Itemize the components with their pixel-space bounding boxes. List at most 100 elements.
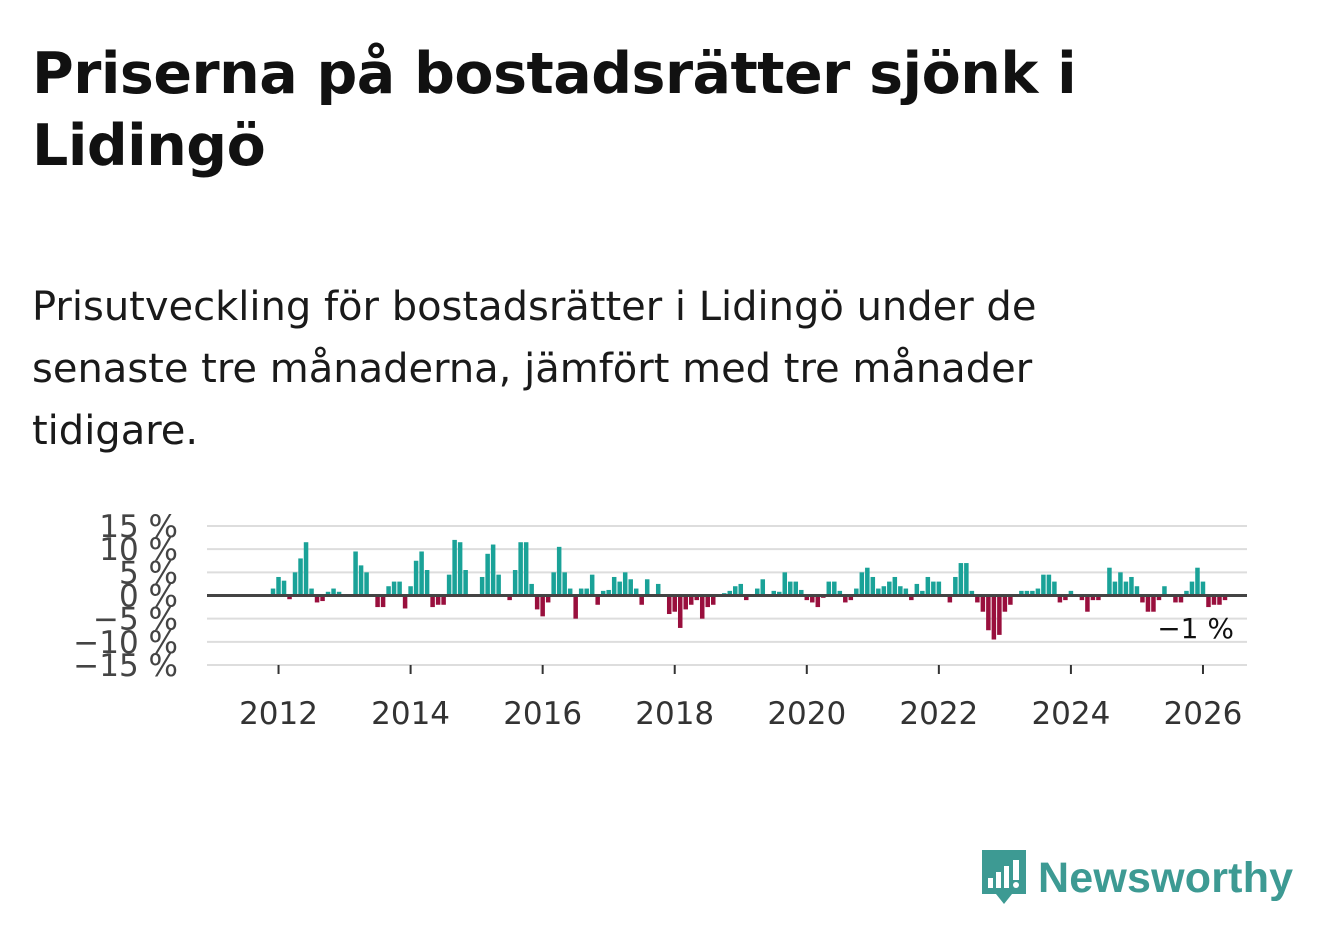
bar xyxy=(413,560,419,596)
bar xyxy=(865,567,870,596)
bar xyxy=(287,595,292,600)
brand-logo: Newsworthy xyxy=(980,848,1293,908)
bar xyxy=(1046,574,1052,596)
bar xyxy=(518,542,523,596)
bar xyxy=(854,588,859,596)
bar xyxy=(1195,567,1200,596)
bar xyxy=(898,586,903,596)
bar xyxy=(1123,581,1129,596)
bar xyxy=(573,595,578,619)
bar xyxy=(1178,595,1184,603)
bar xyxy=(1134,586,1140,596)
bar xyxy=(931,581,936,596)
bar xyxy=(666,595,672,615)
bar xyxy=(755,588,760,596)
bar xyxy=(1156,595,1162,601)
bar xyxy=(463,570,468,596)
bar xyxy=(1145,595,1151,612)
x-tick-label: 2020 xyxy=(767,696,846,732)
bar xyxy=(512,570,518,596)
bar xyxy=(298,558,303,596)
bar xyxy=(391,581,397,596)
bar xyxy=(441,595,446,605)
bar xyxy=(760,579,766,596)
x-tick-label: 2012 xyxy=(239,696,318,732)
bar xyxy=(953,576,958,596)
bar xyxy=(815,595,821,608)
bar xyxy=(744,595,749,601)
y-tick-label: −15 % xyxy=(73,648,178,684)
bar xyxy=(644,579,650,596)
bar xyxy=(881,586,887,596)
bar xyxy=(986,595,991,631)
bar xyxy=(567,588,573,596)
gridlines xyxy=(207,525,1247,666)
bar xyxy=(375,595,380,608)
bar xyxy=(584,588,589,596)
y-tick-label: 0 % xyxy=(119,579,178,615)
bar xyxy=(1068,590,1074,596)
y-tick-label: 10 % xyxy=(99,532,178,568)
bar xyxy=(606,589,611,596)
bar xyxy=(639,595,644,605)
bar xyxy=(997,595,1002,635)
bar xyxy=(325,591,331,596)
bar xyxy=(947,595,953,603)
x-tick-label: 2022 xyxy=(899,696,978,732)
bar xyxy=(810,595,815,603)
bar xyxy=(793,581,799,596)
bar xyxy=(887,581,892,596)
bar xyxy=(688,595,694,605)
bar xyxy=(771,590,777,596)
bar xyxy=(975,595,980,603)
bar xyxy=(991,595,997,640)
bar xyxy=(1112,581,1118,596)
bar xyxy=(336,591,342,596)
bar xyxy=(1184,590,1189,596)
bar xyxy=(859,572,865,596)
bar xyxy=(353,551,358,596)
bar xyxy=(595,595,600,605)
bar xyxy=(309,588,314,596)
x-tick-label: 2026 xyxy=(1164,696,1243,732)
bar xyxy=(1118,572,1123,596)
bar xyxy=(419,551,424,596)
bar xyxy=(633,588,639,596)
y-axis-ticks: 15 %10 %5 %0 %−5 %−10 %−15 % xyxy=(73,509,178,684)
bar xyxy=(380,595,386,608)
bar xyxy=(683,595,688,610)
bar xyxy=(1162,586,1167,596)
bar xyxy=(1008,595,1013,605)
bar xyxy=(920,590,925,596)
y-tick-label: 5 % xyxy=(119,555,178,591)
bar xyxy=(677,595,683,628)
bar xyxy=(892,576,898,596)
brand-name: Newsworthy xyxy=(1038,853,1294,902)
bar xyxy=(914,583,920,596)
y-tick-label: 15 % xyxy=(99,509,178,545)
bar xyxy=(589,574,595,596)
bar xyxy=(1030,590,1035,596)
bar xyxy=(446,574,452,596)
bar xyxy=(457,542,463,596)
bar xyxy=(551,572,556,596)
chart-title: Priserna på bostadsrätter sjönk i Liding… xyxy=(32,41,1077,179)
bar xyxy=(876,588,881,596)
bar xyxy=(672,595,677,612)
bar xyxy=(1189,581,1195,596)
bars xyxy=(270,539,1228,640)
newsworthy-logo-icon xyxy=(982,850,1026,904)
bar xyxy=(1129,576,1134,596)
bar xyxy=(1140,595,1145,603)
bar xyxy=(1151,595,1156,612)
bar xyxy=(562,572,567,596)
bar xyxy=(1019,590,1024,596)
bar xyxy=(733,586,738,596)
bar xyxy=(1200,581,1206,596)
bar xyxy=(699,595,705,619)
bar xyxy=(435,595,441,605)
bar xyxy=(496,574,501,596)
bar xyxy=(424,570,430,596)
bar xyxy=(826,581,832,596)
x-tick-label: 2024 xyxy=(1031,696,1110,732)
